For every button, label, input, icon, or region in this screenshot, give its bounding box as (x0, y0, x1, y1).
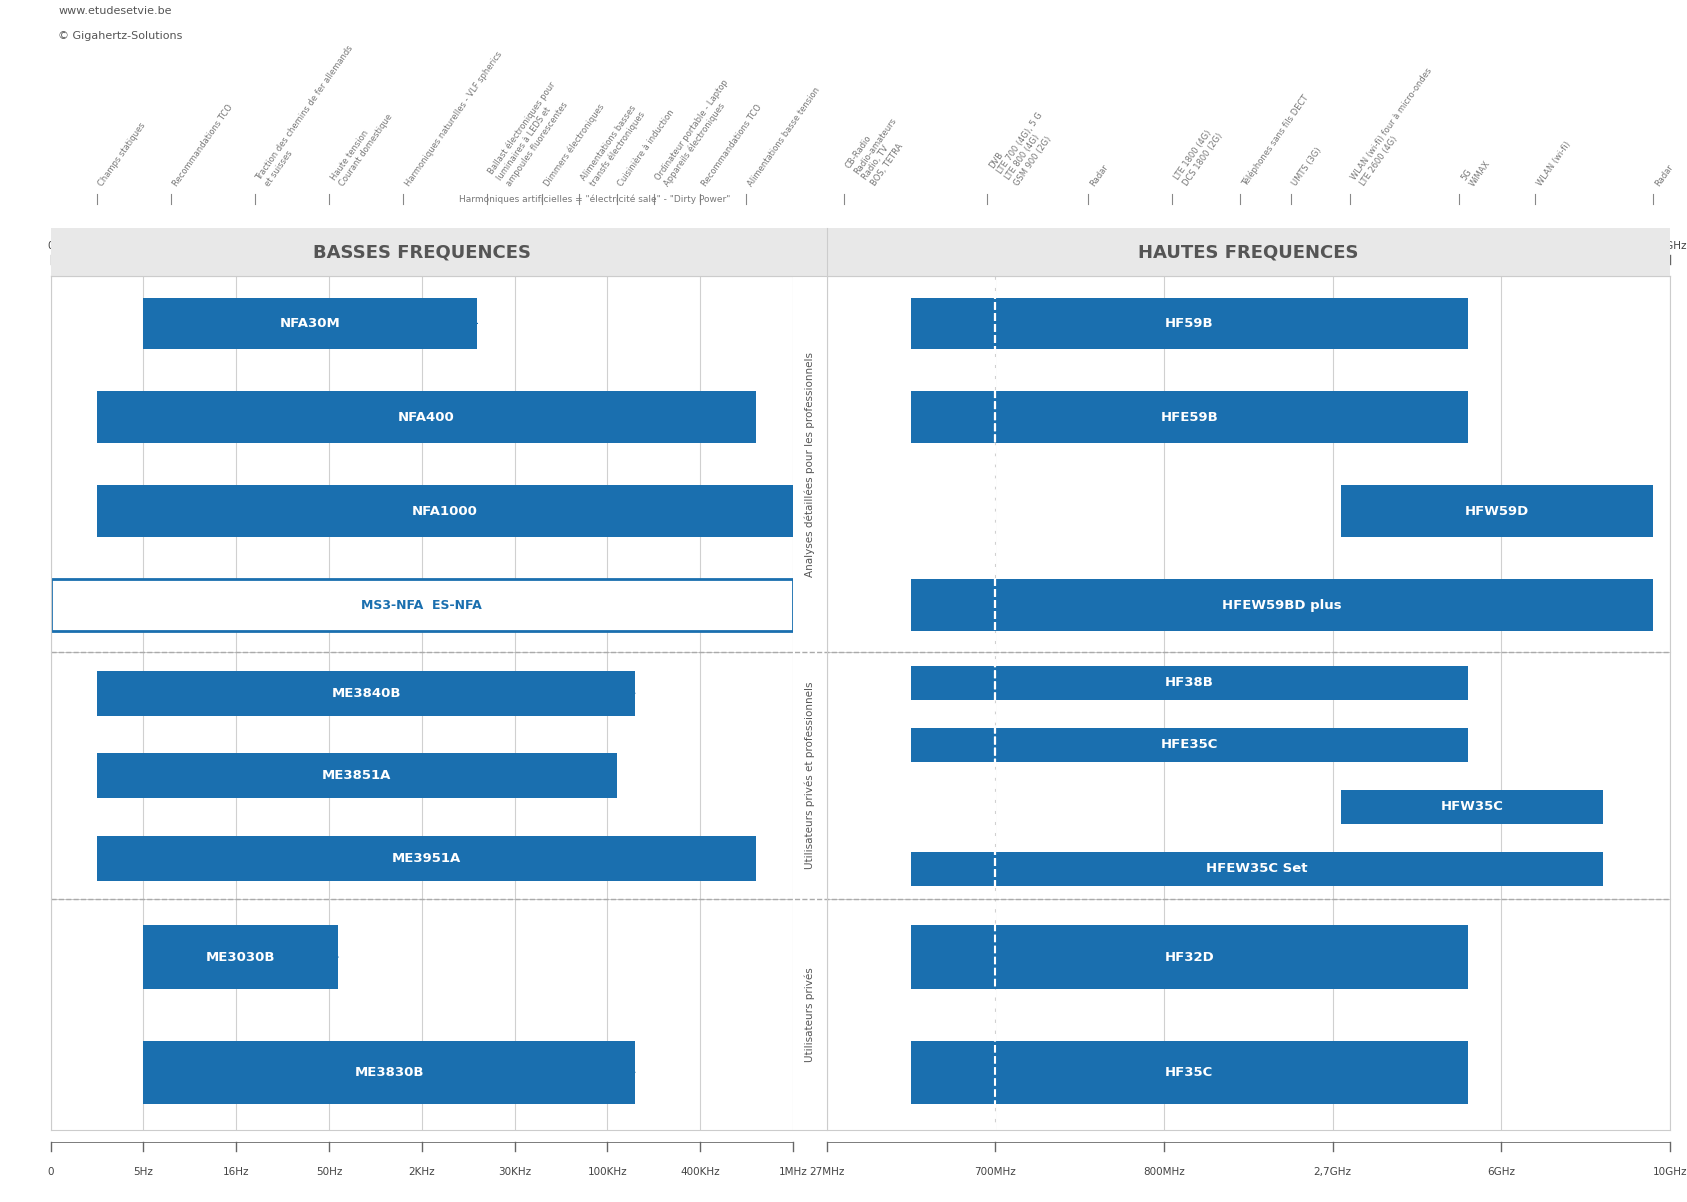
Text: Harmoniques artificielles = "électricité sale" - "Dirty Power": Harmoniques artificielles = "électricité… (459, 195, 730, 204)
Text: 5Hz: 5Hz (133, 242, 154, 251)
Bar (143, 298, 477, 350)
Text: Dimmers électroniques: Dimmers électroniques (542, 102, 607, 188)
Text: Champs statiques: Champs statiques (96, 121, 148, 188)
Text: 10GHz: 10GHz (1653, 242, 1687, 251)
Text: 5Hz: 5Hz (133, 1167, 154, 1177)
Text: HFEW35C Set: HFEW35C Set (1206, 862, 1307, 875)
Bar (911, 727, 1468, 762)
Text: NFA400: NFA400 (398, 411, 455, 424)
Text: Harmoniques naturelles - VLF spherics: Harmoniques naturelles - VLF spherics (403, 49, 504, 188)
Text: HF35C: HF35C (1166, 1066, 1213, 1078)
Text: 0: 0 (47, 242, 54, 251)
Text: BASSES FREQUENCES: BASSES FREQUENCES (312, 244, 531, 261)
Bar (96, 486, 793, 537)
Text: 30KHz: 30KHz (498, 242, 531, 251)
Text: WLAN (wi-fi) four à micro-ondes
LTE 2600 (4G): WLAN (wi-fi) four à micro-ondes LTE 2600… (1350, 67, 1442, 188)
Text: WLAN (wi-fi): WLAN (wi-fi) (1535, 141, 1572, 188)
Text: HAUTES FREQUENCES: HAUTES FREQUENCES (1139, 244, 1358, 261)
Text: 50Hz: 50Hz (315, 242, 342, 251)
Text: Traction des chemins de fer allemands
et suisses: Traction des chemins de fer allemands et… (255, 43, 364, 188)
Text: 1MHz: 1MHz (778, 1167, 808, 1177)
Text: Radar: Radar (1653, 162, 1675, 188)
Text: HFE59B: HFE59B (1161, 411, 1218, 424)
Text: 100KHz: 100KHz (587, 242, 628, 251)
Bar (96, 392, 756, 444)
Bar (911, 1041, 1468, 1103)
Text: 0: 0 (47, 1167, 54, 1177)
Text: ME3030B: ME3030B (206, 951, 275, 964)
Text: CB-Radio
Radio-amateurs
Radio, TV
BOS, TETRA: CB-Radio Radio-amateurs Radio, TV BOS, T… (844, 111, 914, 188)
Text: 2KHz: 2KHz (408, 242, 435, 251)
Text: UMTS (3G): UMTS (3G) (1291, 147, 1324, 188)
Bar (911, 926, 1468, 989)
Text: HFE35C: HFE35C (1161, 738, 1218, 751)
Bar (51, 579, 793, 631)
Bar (911, 579, 1653, 631)
Text: ME3830B: ME3830B (354, 1066, 423, 1078)
Text: 50Hz: 50Hz (315, 1167, 342, 1177)
Text: Radar: Radar (1088, 162, 1110, 188)
Bar (143, 1041, 634, 1103)
Text: HFW59D: HFW59D (1464, 505, 1530, 518)
Text: ME3840B: ME3840B (331, 686, 402, 700)
Text: Utilisateurs privés et professionnels: Utilisateurs privés et professionnels (805, 682, 815, 869)
Text: 16Hz: 16Hz (223, 242, 250, 251)
Text: 30KHz: 30KHz (498, 1167, 531, 1177)
Bar (911, 851, 1603, 886)
Text: NFA1000: NFA1000 (412, 505, 477, 518)
Text: HFW35C: HFW35C (1441, 801, 1503, 813)
Text: Analyses détaillées pour les professionnels: Analyses détaillées pour les professionn… (805, 352, 815, 577)
Text: 1MHz: 1MHz (778, 242, 808, 251)
Bar (1341, 486, 1653, 537)
Text: 6GHz: 6GHz (1488, 1167, 1515, 1177)
Bar (96, 671, 634, 716)
Text: HF38B: HF38B (1166, 677, 1213, 690)
Bar (911, 298, 1468, 350)
Text: 2,7GHz: 2,7GHz (1314, 242, 1351, 251)
Text: NFA30M: NFA30M (280, 317, 341, 329)
Text: 100KHz: 100KHz (587, 1167, 628, 1177)
Text: 400KHz: 400KHz (680, 1167, 720, 1177)
Bar (96, 752, 617, 798)
Text: 10GHz: 10GHz (1653, 1167, 1687, 1177)
Text: Haute tension
Courant domestique: Haute tension Courant domestique (329, 106, 395, 188)
Text: DVB
LTE 700 (4G), 5 G
LTE 800 (4G)
GSM 900 (2G): DVB LTE 700 (4G), 5 G LTE 800 (4G) GSM 9… (987, 106, 1061, 188)
Text: Téléphones sans fils DECT: Téléphones sans fils DECT (1240, 93, 1311, 188)
Text: Ballast électroniques pour
luminaires à LEDS et
ampoules fluorescentes: Ballast électroniques pour luminaires à … (486, 81, 575, 188)
Bar (96, 835, 756, 881)
Bar (143, 926, 337, 989)
Text: HFEW59BD plus: HFEW59BD plus (1223, 599, 1341, 612)
Text: 2KHz: 2KHz (408, 1167, 435, 1177)
Text: MS3-NFA  ES-NFA: MS3-NFA ES-NFA (361, 599, 482, 612)
Bar (911, 392, 1468, 444)
Text: 16Hz: 16Hz (223, 1167, 250, 1177)
Text: HF32D: HF32D (1164, 951, 1215, 964)
Text: 700MHz: 700MHz (975, 242, 1016, 251)
Bar (1341, 790, 1603, 823)
Bar (911, 666, 1468, 700)
Text: 400KHz: 400KHz (680, 242, 720, 251)
Text: ME3951A: ME3951A (391, 852, 461, 864)
Text: Alimentations basse tension: Alimentations basse tension (746, 85, 822, 188)
Text: 6GHz: 6GHz (1488, 242, 1515, 251)
Text: Cuisinière à induction: Cuisinière à induction (616, 108, 676, 188)
Text: 800MHz: 800MHz (1144, 1167, 1184, 1177)
Text: 2,7GHz: 2,7GHz (1314, 1167, 1351, 1177)
Text: 5G
WiMAX: 5G WiMAX (1459, 153, 1491, 188)
Text: Ordinateur portable - Laptop
Appareils électroniques: Ordinateur portable - Laptop Appareils é… (653, 78, 739, 188)
Text: 700MHz: 700MHz (975, 1167, 1016, 1177)
Text: Alimentations basses
transfs électroniques: Alimentations basses transfs électroniqu… (580, 103, 648, 188)
Text: 27MHz: 27MHz (810, 242, 844, 251)
Text: 800MHz: 800MHz (1144, 242, 1184, 251)
Text: Recommandations TCO: Recommandations TCO (172, 102, 234, 188)
Text: © Gigahertz-Solutions: © Gigahertz-Solutions (57, 31, 182, 41)
Text: Utilisateurs privés: Utilisateurs privés (805, 968, 815, 1063)
Text: HF59B: HF59B (1166, 317, 1213, 329)
Text: ME3851A: ME3851A (322, 769, 391, 783)
Text: LTE 1800 (4G)
DCS 1800 (2G): LTE 1800 (4G) DCS 1800 (2G) (1172, 126, 1225, 188)
Text: www.etudesetvie.be: www.etudesetvie.be (57, 6, 172, 16)
Text: 27MHz: 27MHz (810, 1167, 844, 1177)
Text: Recommandations TCO: Recommandations TCO (700, 102, 764, 188)
